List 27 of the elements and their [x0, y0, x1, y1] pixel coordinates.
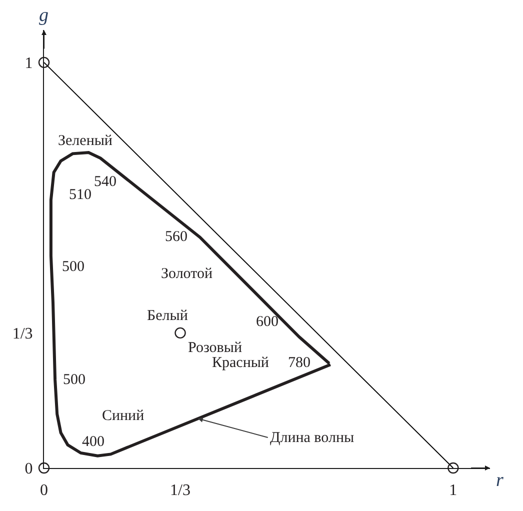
- annotation: 500: [63, 372, 86, 388]
- annotation: 540: [94, 174, 116, 190]
- point: [174, 327, 186, 339]
- y-axis-title: g: [39, 5, 48, 26]
- annotation: 400: [82, 434, 104, 450]
- annotation: Золотой: [161, 266, 212, 282]
- annotation: Синий: [102, 408, 144, 424]
- x-tick-label: 1: [449, 482, 458, 500]
- x-axis-title: r: [496, 470, 504, 491]
- annotation: 510: [69, 187, 92, 203]
- y-tick-label: 1: [24, 55, 33, 72]
- point: [38, 462, 50, 474]
- annotation: Длина волны: [270, 430, 354, 446]
- point: [448, 462, 459, 474]
- annotation: Розовый: [188, 340, 242, 356]
- annotation: 560: [165, 229, 188, 245]
- x-tick-label: 0: [40, 482, 48, 500]
- y-tick-label: 1/3: [12, 326, 33, 343]
- x-tick-label: 1/3: [170, 482, 190, 500]
- annotation: Красный: [212, 355, 269, 371]
- annotation: Зеленый: [58, 133, 112, 149]
- y-tick-label: 0: [24, 460, 33, 478]
- annotation: 780: [288, 355, 310, 371]
- annotation: 500: [62, 259, 84, 275]
- point: [38, 56, 50, 68]
- annotation: Белый: [147, 308, 188, 324]
- annotation: 600: [256, 314, 278, 330]
